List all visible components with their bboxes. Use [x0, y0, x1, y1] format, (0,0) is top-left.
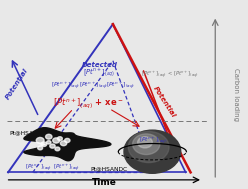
Circle shape — [50, 144, 55, 148]
Circle shape — [124, 130, 181, 173]
Circle shape — [60, 141, 67, 146]
Circle shape — [138, 137, 152, 148]
Polygon shape — [24, 128, 111, 161]
Text: $[Pt^{n+}]_{(aq)}$ < $[Pt^{n+}]_{(aq)}$: $[Pt^{n+}]_{(aq)}$ < $[Pt^{n+}]_{(aq)}$ — [141, 70, 199, 81]
Circle shape — [128, 132, 169, 163]
Text: $[Pt^{n+}]_{(aq)}$: $[Pt^{n+}]_{(aq)}$ — [51, 81, 81, 92]
Circle shape — [64, 138, 70, 143]
Circle shape — [36, 137, 44, 143]
Text: Detected: Detected — [81, 62, 117, 68]
Text: $[Pt^{n+}]_{(aq)}$: $[Pt^{n+}]_{(aq)}$ — [106, 81, 135, 92]
Text: $[Pt^{n+}]_{(aq)}$: $[Pt^{n+}]_{(aq)}$ — [79, 81, 108, 92]
Circle shape — [55, 147, 60, 151]
Circle shape — [58, 137, 62, 140]
Circle shape — [47, 141, 51, 144]
Circle shape — [46, 134, 52, 139]
Text: Time: Time — [92, 178, 117, 187]
Text: $[Pt^{n+}]_{(aq)}$: $[Pt^{n+}]_{(aq)}$ — [53, 163, 80, 174]
Text: $[Pt^{n+}]_{(aq)}$: $[Pt^{n+}]_{(aq)}$ — [83, 67, 116, 79]
Circle shape — [53, 138, 60, 143]
Text: $[Pt^{n+}]_{(aq)}$: $[Pt^{n+}]_{(aq)}$ — [139, 136, 168, 147]
Text: Pt@HSANDC: Pt@HSANDC — [91, 166, 128, 171]
Text: Potential: Potential — [4, 67, 29, 101]
Text: $[Pt^{n+}]_{(aq)}$: $[Pt^{n+}]_{(aq)}$ — [26, 163, 52, 174]
Text: Pt@HSAC: Pt@HSAC — [9, 130, 37, 136]
Circle shape — [41, 142, 47, 146]
Text: Potential: Potential — [153, 85, 177, 119]
Circle shape — [38, 146, 43, 150]
Text: $[Pt^{n+}]_{(aq)}$ + xe$^-$: $[Pt^{n+}]_{(aq)}$ + xe$^-$ — [53, 96, 124, 110]
Circle shape — [133, 134, 160, 155]
Text: Carbon loading: Carbon loading — [233, 68, 239, 121]
